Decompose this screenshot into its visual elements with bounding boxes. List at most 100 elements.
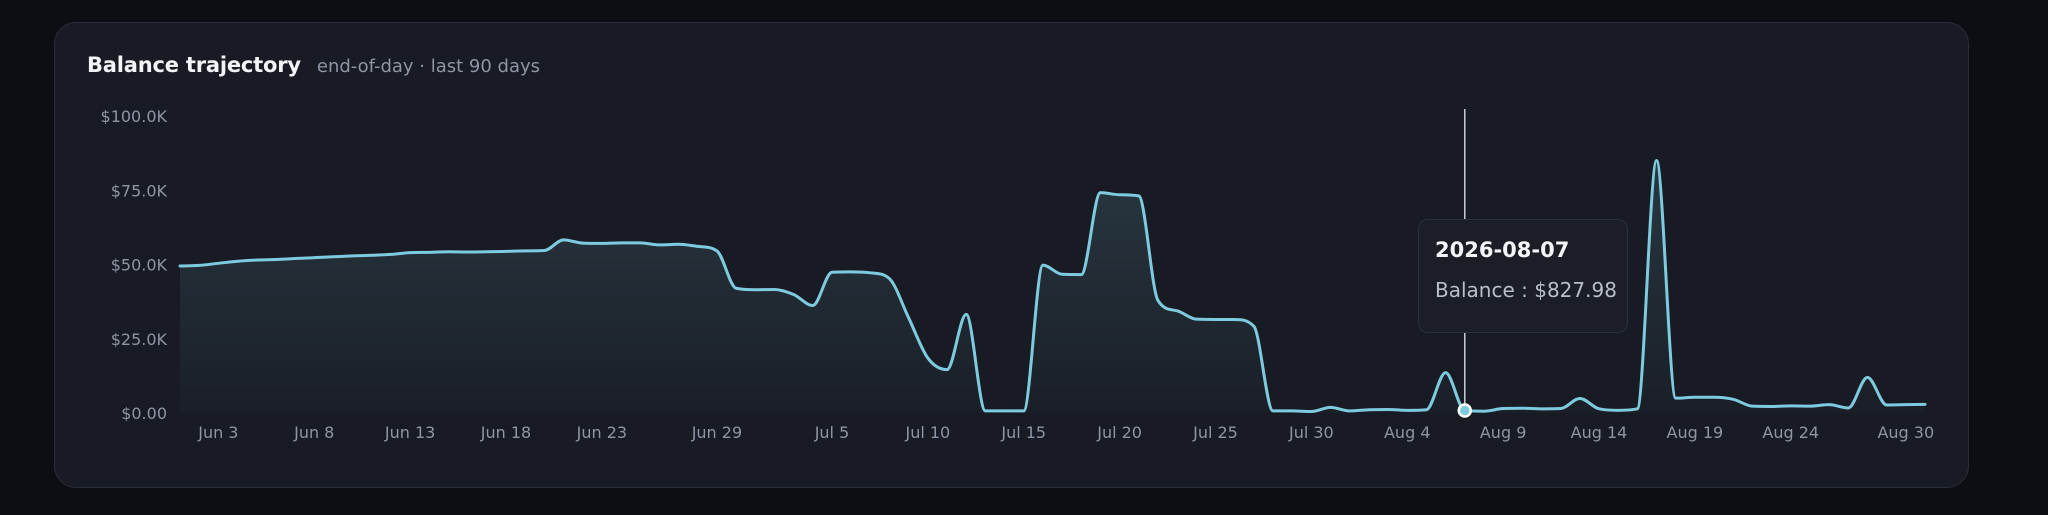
data-point[interactable]	[790, 290, 798, 298]
data-point[interactable]	[751, 286, 759, 294]
chart-subtitle: end-of-day · last 90 days	[316, 56, 541, 77]
data-point[interactable]	[732, 284, 740, 292]
data-point[interactable]	[1327, 403, 1335, 411]
data-point[interactable]	[1250, 322, 1258, 330]
data-point[interactable]	[694, 242, 702, 250]
data-point[interactable]	[1518, 404, 1526, 412]
data-point[interactable]	[1825, 401, 1833, 409]
data-point[interactable]	[1557, 405, 1565, 413]
data-point[interactable]	[1269, 407, 1277, 415]
data-point[interactable]	[636, 239, 644, 247]
data-point[interactable]	[1729, 395, 1737, 403]
data-point[interactable]	[521, 247, 529, 255]
data-point[interactable]	[770, 285, 778, 293]
data-point[interactable]	[1921, 400, 1929, 408]
data-point[interactable]	[924, 354, 932, 362]
data-point[interactable]	[291, 255, 299, 263]
data-point[interactable]	[425, 248, 433, 256]
data-point[interactable]	[1710, 393, 1718, 401]
data-point[interactable]	[349, 252, 357, 260]
data-point[interactable]	[847, 268, 855, 276]
data-point[interactable]	[1787, 402, 1795, 410]
data-point[interactable]	[483, 248, 491, 256]
x-tick-label: Jul 15	[1000, 423, 1046, 442]
data-point[interactable]	[1748, 402, 1756, 410]
data-point[interactable]	[1633, 405, 1641, 413]
data-point[interactable]	[1595, 405, 1603, 413]
data-point[interactable]	[655, 241, 663, 249]
data-point[interactable]	[1384, 405, 1392, 413]
data-point[interactable]	[502, 247, 510, 255]
data-point[interactable]	[195, 261, 203, 269]
data-point[interactable]	[214, 259, 222, 267]
data-point[interactable]	[1288, 407, 1296, 415]
y-tick-label: $0.00	[121, 404, 167, 423]
data-point[interactable]	[1135, 192, 1143, 200]
data-point[interactable]	[905, 314, 913, 322]
data-point[interactable]	[406, 249, 414, 257]
data-point[interactable]	[368, 251, 376, 259]
data-point[interactable]	[1001, 407, 1009, 415]
data-point[interactable]	[1653, 157, 1661, 165]
data-point[interactable]	[1403, 406, 1411, 414]
data-point[interactable]	[962, 310, 970, 318]
data-point[interactable]	[234, 257, 242, 265]
data-point[interactable]	[579, 239, 587, 247]
data-point[interactable]	[866, 269, 874, 277]
data-point[interactable]	[886, 275, 894, 283]
data-point[interactable]	[272, 255, 280, 263]
data-point[interactable]	[1154, 296, 1162, 304]
data-point[interactable]	[1480, 407, 1488, 415]
data-point[interactable]	[560, 236, 568, 244]
data-point[interactable]	[176, 262, 184, 270]
data-point[interactable]	[253, 256, 261, 264]
chart-title: Balance trajectory	[87, 53, 301, 77]
data-point[interactable]	[1077, 271, 1085, 279]
data-point[interactable]	[1116, 191, 1124, 199]
data-point[interactable]	[828, 268, 836, 276]
data-point[interactable]	[1346, 407, 1354, 415]
data-point[interactable]	[1096, 189, 1104, 197]
data-point[interactable]	[1902, 401, 1910, 409]
data-point[interactable]	[1672, 394, 1680, 402]
data-point[interactable]	[1844, 404, 1852, 412]
data-point[interactable]	[598, 239, 606, 247]
data-point[interactable]	[1173, 307, 1181, 315]
data-point[interactable]	[1231, 315, 1239, 323]
data-point[interactable]	[1442, 369, 1450, 377]
data-point[interactable]	[943, 366, 951, 374]
data-point[interactable]	[675, 240, 683, 248]
data-point[interactable]	[1863, 373, 1871, 381]
data-point[interactable]	[1307, 408, 1315, 416]
y-axis: $0.00 $25.0K $50.0K $75.0K $100.0K	[101, 107, 168, 423]
hover-point[interactable]	[1457, 403, 1473, 418]
data-point[interactable]	[1691, 393, 1699, 401]
data-point[interactable]	[1537, 405, 1545, 413]
data-point[interactable]	[540, 247, 548, 255]
data-point[interactable]	[1576, 394, 1584, 402]
data-point[interactable]	[981, 407, 989, 415]
data-point[interactable]	[713, 247, 721, 255]
data-point[interactable]	[1058, 270, 1066, 278]
data-point[interactable]	[1806, 402, 1814, 410]
data-point[interactable]	[1211, 315, 1219, 323]
data-point[interactable]	[1020, 407, 1028, 415]
data-point[interactable]	[329, 253, 337, 261]
data-point[interactable]	[1422, 406, 1430, 414]
x-tick-label: Aug 4	[1384, 423, 1431, 442]
data-point[interactable]	[464, 248, 472, 256]
data-point[interactable]	[617, 239, 625, 247]
x-tick-label: Aug 9	[1480, 423, 1527, 442]
data-point[interactable]	[1614, 406, 1622, 414]
data-point[interactable]	[1365, 406, 1373, 414]
data-point[interactable]	[310, 254, 318, 262]
data-point[interactable]	[1192, 315, 1200, 323]
data-point[interactable]	[1883, 401, 1891, 409]
data-point[interactable]	[444, 248, 452, 256]
data-point[interactable]	[387, 250, 395, 258]
data-point[interactable]	[809, 301, 817, 309]
data-point[interactable]	[1499, 405, 1507, 413]
data-point[interactable]	[1039, 261, 1047, 269]
data-point[interactable]	[1768, 402, 1776, 410]
